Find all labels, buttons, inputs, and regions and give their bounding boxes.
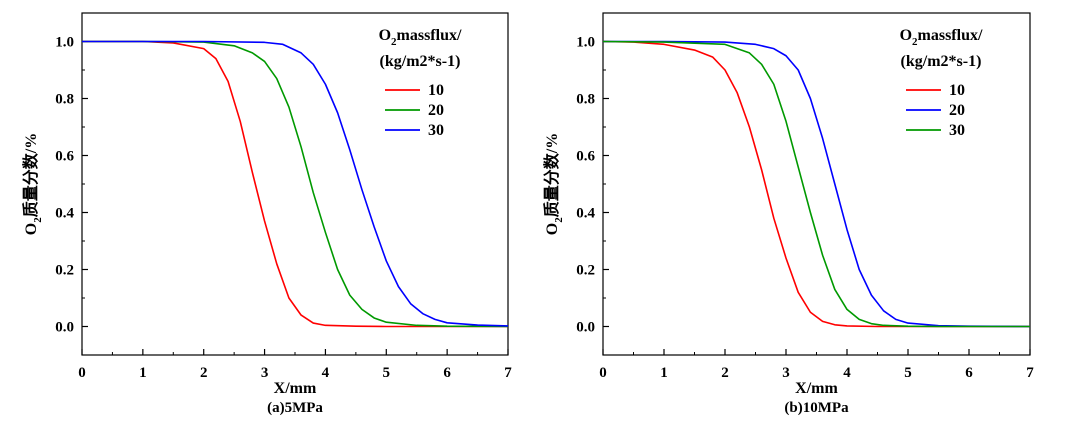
y-tick-label: 1.0 [55, 35, 74, 51]
y-tick-label: 0.4 [576, 206, 595, 222]
x-tick-label: 4 [843, 365, 851, 381]
legend-label-10: 10 [428, 82, 444, 99]
series-line-20 [82, 40, 509, 328]
series-line-30 [82, 40, 509, 327]
x-tick-label: 4 [322, 365, 330, 381]
y-tick-label: 0.8 [55, 92, 74, 108]
y-tick-label: 0.4 [55, 206, 74, 222]
chart-panel-2: 0 1 2 3 4 5 6 7 0.0 0.2 0.4 0.6 0.8 1.0 X/mm (b)10MPa O2… [542, 12, 1034, 416]
x-tick-label: 1 [139, 365, 147, 381]
x-tick-label: 5 [904, 365, 912, 381]
x-tick-label: 3 [261, 365, 269, 381]
y-tick-label: 0.2 [55, 263, 74, 279]
legend-label-20: 20 [428, 102, 444, 119]
x-tick-label: 7 [1026, 365, 1034, 381]
y-axis-label: O2质量分数/% [542, 133, 565, 235]
legend-label-30: 30 [949, 122, 965, 139]
legend-label-30: 30 [428, 122, 444, 139]
legend-label-20: 20 [949, 102, 965, 119]
y-tick-label: 0.0 [576, 320, 595, 336]
x-axis-label: X/mm [274, 380, 317, 397]
series-line-30 [602, 40, 1030, 328]
x-tick-label: 2 [200, 365, 208, 381]
y-tick-label: 0.2 [576, 263, 595, 279]
legend-label-10: 10 [949, 82, 965, 99]
x-tick-label: 6 [965, 365, 973, 381]
x-tick-label: 0 [599, 365, 607, 381]
series-line-10 [602, 40, 1030, 328]
y-tick-label: 0.6 [576, 149, 595, 165]
series-line-10 [82, 40, 508, 328]
series-line-20 [603, 40, 1031, 328]
panel-caption: (a)5MPa [267, 400, 323, 416]
chart-panel-1: 0 1 2 3 4 5 6 7 0.0 0.2 0.4 0.6 0.8 1.0 X/mm (a)5MPa O2质… [21, 12, 512, 416]
y-axis-label: O2质量分数/% [21, 133, 44, 235]
x-tick-label: 7 [504, 365, 512, 381]
y-tick-label: 1.0 [576, 35, 595, 51]
x-tick-label: 3 [782, 365, 790, 381]
x-tick-label: 5 [383, 365, 391, 381]
x-tick-label: 6 [443, 365, 451, 381]
legend-title: O2massflux/ [900, 27, 983, 48]
x-tick-label: 2 [721, 365, 729, 381]
x-tick-label: 1 [660, 365, 668, 381]
x-axis-label: X/mm [795, 380, 838, 397]
y-tick-label: 0.6 [55, 149, 74, 165]
panel-caption: (b)10MPa [784, 400, 849, 416]
x-tick-label: 0 [78, 365, 86, 381]
y-tick-label: 0.0 [55, 320, 74, 336]
legend-title: O2massflux/ [379, 27, 462, 48]
y-tick-label: 0.8 [576, 92, 595, 108]
legend-title-units: (kg/m2*s-1) [901, 53, 982, 70]
legend-title-units: (kg/m2*s-1) [380, 53, 461, 70]
